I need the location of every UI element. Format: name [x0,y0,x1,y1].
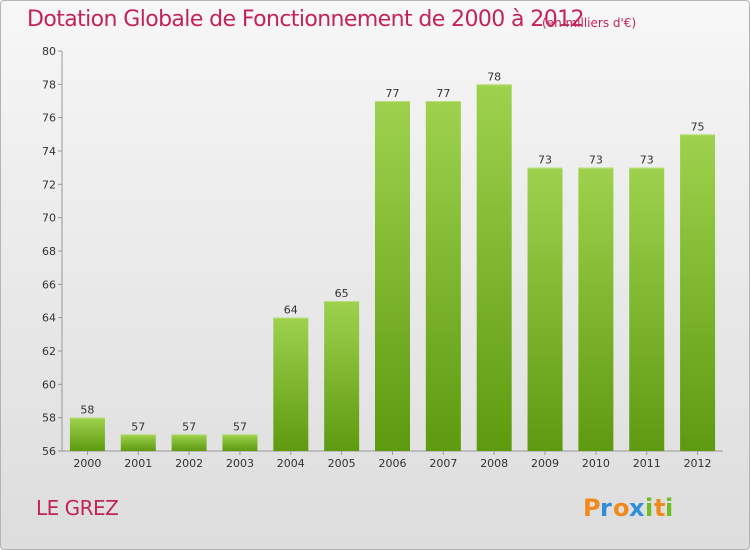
logo-letter: i [665,494,673,522]
x-tick-label: 2010 [582,457,610,470]
bar [425,101,461,451]
chart-title: Dotation Globale de Fonctionnement de 20… [27,7,585,32]
x-tick-label: 2000 [73,457,101,470]
x-tick-label: 2008 [480,457,508,470]
x-tick-label: 2011 [633,457,661,470]
bar [629,167,665,451]
y-tick-label: 68 [42,245,56,258]
bars [69,84,716,452]
logo-letter: o [613,494,630,522]
logo-letter: x [629,494,645,522]
data-label: 57 [233,420,247,433]
x-tick-label: 2007 [429,457,457,470]
bar [69,417,105,451]
data-label: 73 [538,154,552,167]
data-label: 75 [691,120,705,133]
y-tick-label: 70 [42,212,56,225]
data-label: 58 [80,404,94,417]
town-name: LE GREZ [36,496,119,520]
axes: 56 58 60 62 64 66 68 70 72 74 76 78 80 [42,45,723,458]
logo-letter: r [600,494,612,522]
bar [527,167,563,451]
bar [273,317,309,451]
y-tick-label: 56 [42,445,56,458]
x-tick-label: 2006 [379,457,407,470]
data-label: 64 [284,304,298,317]
data-label: 57 [182,420,196,433]
y-tick-label: 74 [42,145,56,158]
y-tick-label: 66 [42,278,56,291]
data-label: 77 [386,87,400,100]
data-label: 77 [436,87,450,100]
chart-subtitle: (en milliers d'€) [542,16,637,30]
bar [578,167,614,451]
data-label: 78 [487,70,501,83]
bar [375,101,410,451]
bar [680,134,716,452]
logo-letter: t [654,494,665,522]
y-tick-label: 76 [42,112,56,125]
y-tick-label: 64 [42,312,56,325]
data-label: 73 [640,154,654,167]
labels: 2000 58 2001 57 2002 57 2003 57 2004 64 2005 65 2006… [73,70,711,470]
y-tick-label: 80 [42,45,56,58]
bar [171,434,207,451]
x-tick-label: 2001 [124,457,152,470]
x-tick-label: 2003 [226,457,254,470]
bar [120,434,156,451]
y-tick-label: 78 [42,78,56,91]
data-label: 73 [589,154,603,167]
bar [476,84,512,451]
data-label: 57 [131,420,145,433]
bar [324,301,360,451]
logo-letter: i [645,494,653,522]
x-tick-label: 2005 [328,457,356,470]
x-tick-label: 2009 [531,457,559,470]
bar [222,434,258,451]
y-tick-label: 72 [42,178,56,191]
y-tick-label: 62 [42,345,56,358]
data-label: 65 [335,287,349,300]
x-tick-label: 2004 [277,457,305,470]
y-tick-label: 60 [42,378,56,391]
logo-letter: P [583,494,601,522]
x-tick-label: 2002 [175,457,203,470]
y-tick-label: 58 [42,412,56,425]
x-tick-label: 2012 [684,457,712,470]
